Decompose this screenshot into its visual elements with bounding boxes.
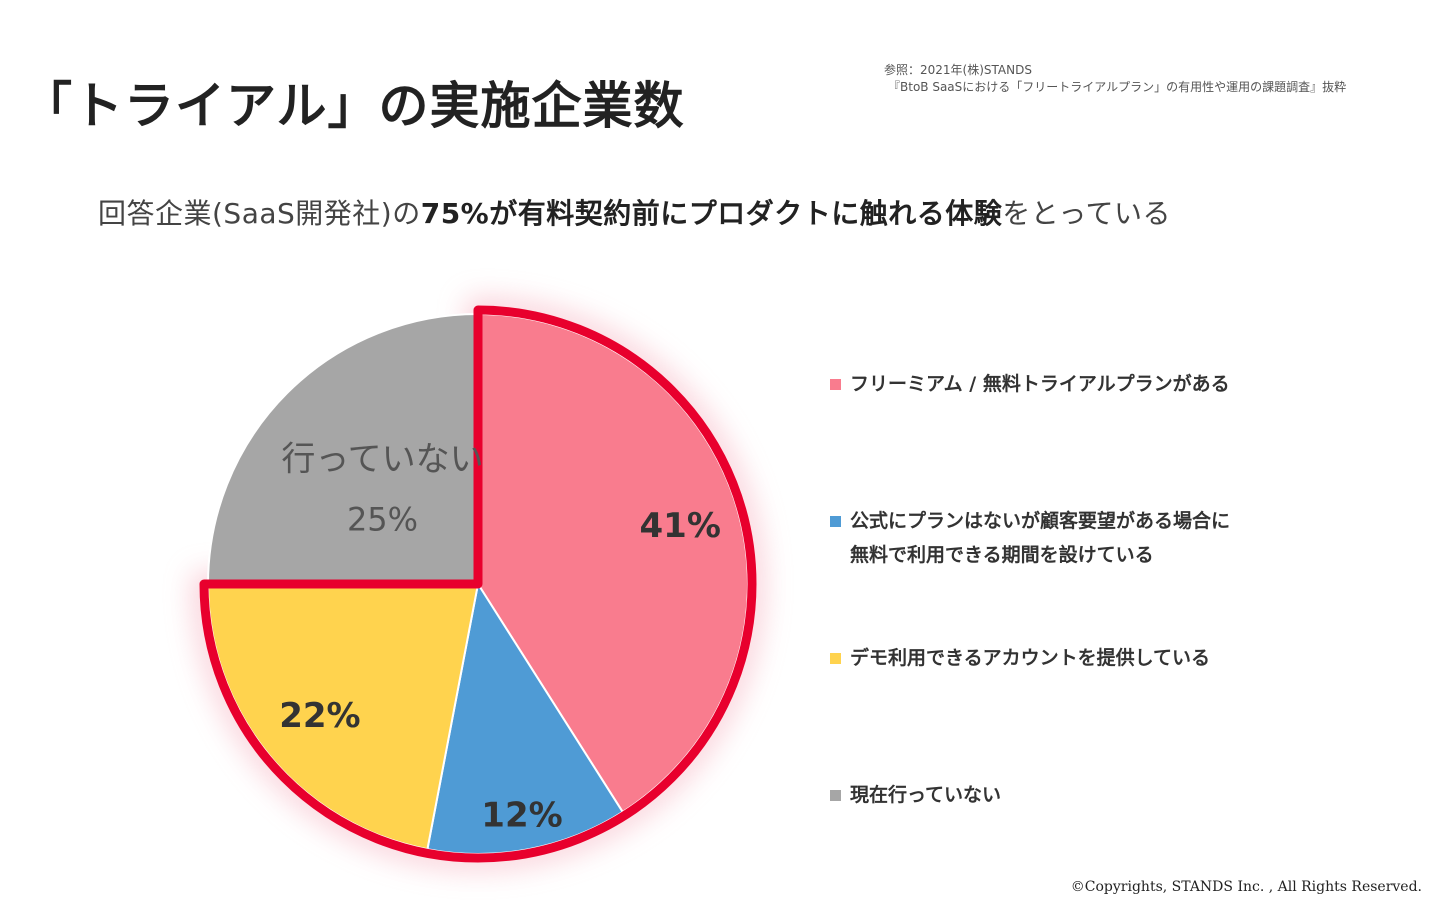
legend-item-on-request: 公式にプランはないが顧客要望がある場合に 無料で利用できる期間を設けている [830,504,1230,572]
source-citation: 参照：2021年(株)STANDS 『BtoB SaaSにおける「フリートライア… [884,62,1346,96]
source-line-2: 『BtoB SaaSにおける「フリートライアルプラン」の有用性や運用の課題調査』… [888,80,1347,94]
legend-label: フリーミアム / 無料トライアルプランがある [850,373,1230,395]
legend-item-demo: デモ利用できるアカウントを提供している [830,641,1210,675]
legend-swatch-gray [830,790,841,801]
subtitle-highlight: 75%が有料契約前にプロダクトに触れる体験 [420,197,1003,230]
legend-label-line2: 無料で利用できる期間を設けている [850,544,1154,566]
legend-item-freemium: フリーミアム / 無料トライアルプランがある [830,367,1230,401]
legend-label: 公式にプランはないが顧客要望がある場合に [850,510,1231,532]
legend-item-none: 現在行っていない [830,778,1001,812]
slice-value-label: 22% [279,696,360,736]
subtitle: 回答企業(SaaS開発社)の75%が有料契約前にプロダクトに触れる体験をとってい… [98,192,1171,232]
legend-label-wrap: 公式にプランはないが顧客要望がある場合に 無料で利用できる期間を設けている [850,504,1230,572]
subtitle-post: をとっている [1002,197,1172,230]
slice-value-label: 25% [347,501,418,539]
copyright: ©Copyrights, STANDS Inc. , All Rights Re… [1070,879,1422,895]
slice-value-label: 41% [640,506,721,546]
legend-swatch-pink [830,379,841,390]
legend-label: デモ利用できるアカウントを提供している [850,647,1211,669]
slice-inner-label: 行っていない [281,440,483,480]
source-line-1: 参照：2021年(株)STANDS [884,63,1032,77]
slice-value-label: 12% [481,796,562,836]
page-title: 「トライアル」の実施企業数 [22,77,685,135]
subtitle-pre: 回答企業(SaaS開発社)の [98,197,421,230]
highlight-border [199,305,757,863]
pie-slice-4 [206,312,479,585]
legend-swatch-yellow [830,653,841,664]
legend-label: 現在行っていない [850,784,1002,806]
legend-swatch-blue [830,516,841,527]
